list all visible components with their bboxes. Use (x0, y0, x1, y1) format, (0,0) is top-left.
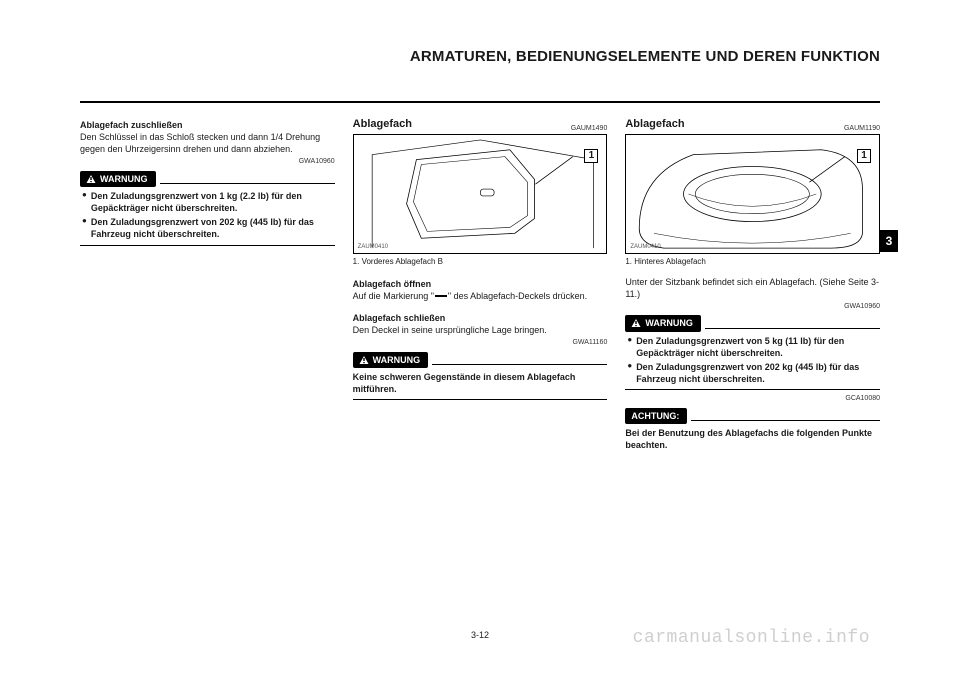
warning-label: WARNUNG (100, 173, 148, 185)
column-2: Ablagefach GAUM1490 1 ZAUM0410 1. Vorder… (353, 117, 608, 451)
alert-triangle-icon (359, 355, 369, 365)
col3-achtung-text: Bei der Benutzung des Ablagefachs die fo… (625, 427, 880, 451)
chapter-tab: 3 (880, 230, 898, 252)
col2-caption: 1. Vorderes Ablagefach B (353, 257, 608, 268)
bullet-text: Den Zuladungsgrenzwert von 202 kg (445 l… (636, 361, 880, 385)
warning-underline (705, 328, 880, 329)
warning-pill: WARNUNG (625, 315, 701, 331)
bullet-item: Den Zuladungsgrenzwert von 202 kg (445 l… (82, 216, 335, 240)
warning-pill: WARNUNG (80, 171, 156, 187)
column-3: Ablagefach GAUM1190 1 ZAUM0410 1. Hinter… (625, 117, 880, 451)
content-columns: Ablagefach zuschließen Den Schlüssel in … (80, 117, 880, 451)
page-title: ARMATUREN, BEDIENUNGSELEMENTE UND DEREN … (80, 48, 880, 65)
warning-label: WARNUNG (373, 354, 421, 366)
bullet-text: Den Zuladungsgrenzwert von 1 kg (2.2 lb)… (91, 190, 335, 214)
rear-compartment-illustration (626, 135, 879, 253)
col3-ref-code-top: GAUM1190 (844, 124, 880, 133)
achtung-label: ACHTUNG: (631, 410, 679, 422)
section-rule (80, 245, 335, 246)
alert-triangle-icon (631, 318, 641, 328)
front-compartment-illustration (354, 135, 607, 253)
warning-label: WARNUNG (645, 317, 693, 329)
press-mark-icon (434, 293, 448, 299)
col2-warning-text: Keine schweren Gegenstände in diesem Abl… (353, 371, 608, 395)
section-rule (353, 399, 608, 400)
col1-heading: Ablagefach zuschließen (80, 119, 335, 131)
column-1: Ablagefach zuschließen Den Schlüssel in … (80, 117, 335, 451)
header-rule (80, 101, 880, 103)
watermark: carmanualsonline.info (633, 628, 870, 648)
col2-open-text: Auf die Markierung " " des Ablagefach-Dec… (353, 290, 608, 302)
text-fragment: " des Ablagefach-Deckels drücken. (448, 291, 587, 301)
col2-subhead-close: Ablagefach schließen (353, 312, 608, 324)
alert-triangle-icon (86, 174, 96, 184)
bullet-item: Den Zuladungsgrenzwert von 202 kg (445 l… (627, 361, 880, 385)
warning-underline (160, 183, 335, 184)
col3-ref-code-warn: GWA10960 (625, 302, 880, 311)
col3-caption: 1. Hinteres Ablagefach (625, 257, 880, 268)
figure-callout: 1 (584, 149, 598, 163)
figure-code: ZAUM0410 (630, 243, 660, 251)
col1-ref-code: GWA10960 (80, 157, 335, 166)
col3-ref-code-achtung: GCA10080 (625, 394, 880, 403)
col2-figure: 1 ZAUM0410 (353, 134, 608, 254)
col2-warning-row: WARNUNG (353, 350, 608, 368)
col3-title: Ablagefach (625, 117, 684, 132)
col2-ref-code-warn: GWA11160 (353, 338, 608, 347)
col3-paragraph: Unter der Sitzbank befindet sich ein Abl… (625, 276, 880, 300)
col3-bullets: Den Zuladungsgrenzwert von 5 kg (11 lb) … (625, 335, 880, 386)
col3-warning-row: WARNUNG (625, 313, 880, 331)
warning-underline (432, 364, 607, 365)
col2-title: Ablagefach (353, 117, 412, 132)
page: ARMATUREN, BEDIENUNGSELEMENTE UND DEREN … (0, 0, 960, 678)
col3-achtung-row: ACHTUNG: (625, 406, 880, 424)
col2-subhead-open: Ablagefach öffnen (353, 278, 608, 290)
figure-code: ZAUM0410 (358, 243, 388, 251)
figure-callout: 1 (857, 149, 871, 163)
col3-figure: 1 ZAUM0410 (625, 134, 880, 254)
bullet-text: Den Zuladungsgrenzwert von 5 kg (11 lb) … (636, 335, 880, 359)
col2-ref-code-top: GAUM1490 (571, 124, 608, 133)
col1-warning-row: WARNUNG (80, 169, 335, 187)
section-rule (625, 389, 880, 390)
warning-pill: WARNUNG (353, 352, 429, 368)
bullet-item: Den Zuladungsgrenzwert von 5 kg (11 lb) … (627, 335, 880, 359)
col1-paragraph: Den Schlüssel in das Schloß stecken und … (80, 131, 335, 155)
text-fragment: Auf die Markierung " (353, 291, 434, 301)
col2-close-text: Den Deckel in seine ursprüngliche Lage b… (353, 324, 608, 336)
bullet-item: Den Zuladungsgrenzwert von 1 kg (2.2 lb)… (82, 190, 335, 214)
col1-bullets: Den Zuladungsgrenzwert von 1 kg (2.2 lb)… (80, 190, 335, 241)
achtung-underline (691, 420, 880, 421)
bullet-text: Den Zuladungsgrenzwert von 202 kg (445 l… (91, 216, 335, 240)
achtung-pill: ACHTUNG: (625, 408, 687, 424)
